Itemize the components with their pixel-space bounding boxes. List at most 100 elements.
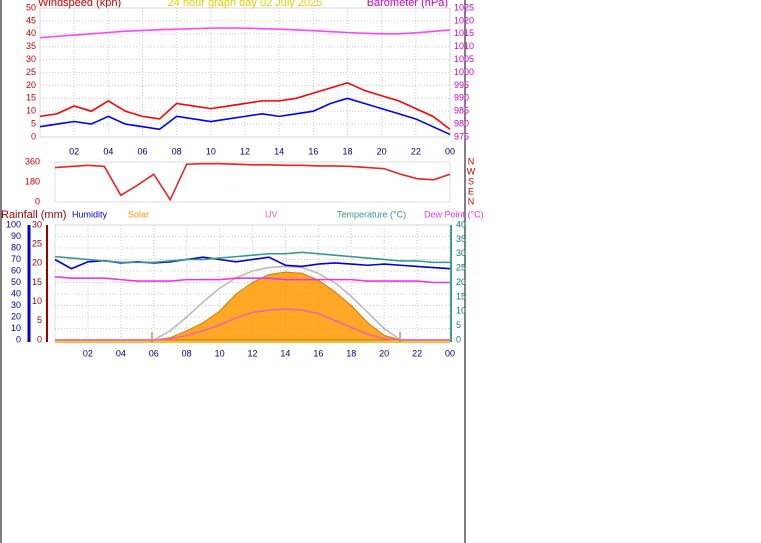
y-tick-label: 360 [25,156,40,166]
x-tick-label: 04 [116,348,126,358]
rain-base [55,339,450,343]
y-tick-label: 5 [31,118,36,128]
y2-tick-label: 0 [456,334,461,344]
series-line [39,27,451,39]
series-line [54,162,451,202]
y-tick-label: 45 [26,15,36,25]
x-tick-label: 06 [137,146,147,156]
legend-entry: Humidity [72,209,108,219]
x-tick-label: 02 [83,348,93,358]
y-tick-label: 70 [11,254,21,264]
y2-tick-label: 35 [456,234,466,244]
y2-tick-label: 1025 [454,2,474,12]
y-tick-label: 100 [6,219,21,229]
x-tick-label: 22 [412,348,422,358]
y3-tick-label: 0 [37,334,42,344]
y2-tick-label: S [468,176,474,186]
y3-tick-label: 10 [32,296,42,306]
y3-tick-label: 20 [32,258,42,268]
y2-tick-label: W [467,166,476,176]
y-tick-label: 0 [16,334,21,344]
x-tick-label: 10 [215,348,225,358]
rain-label: Rainfall (mm) [1,209,66,221]
y-tick-label: 0 [35,196,40,206]
series-line [39,97,451,136]
y2-tick-label: 20 [456,277,466,287]
y-label: Windspeed (kph) [38,0,121,9]
x-tick-label: 00 [445,146,455,156]
y2-tick-label: 1000 [454,67,474,77]
y2-tick-label: 995 [454,80,469,90]
y2-tick-label: 1010 [454,41,474,51]
y-tick-label: 15 [26,93,36,103]
legend-entry: Dew Point (°C) [424,209,484,219]
x-tick-label: 18 [342,146,352,156]
y2-tick-label: 990 [454,93,469,103]
x-tick-label: 16 [313,348,323,358]
y2-tick-label: 975 [454,131,469,141]
y2-tick-label: 5 [456,320,461,330]
y-tick-label: 35 [26,41,36,51]
x-tick-label: 12 [240,146,250,156]
series-line [54,275,450,284]
x-tick-label: 14 [280,348,290,358]
x-tick-label: 22 [411,146,421,156]
y-tick-label: 10 [11,323,21,333]
y2-tick-label: N [468,196,475,206]
y2-tick-label: 1005 [454,54,474,64]
legend-entry: Temperature (°C) [337,209,406,219]
x-tick-label: 16 [308,146,318,156]
y2-tick-label: 40 [456,219,466,229]
y3-tick-label: 30 [32,219,42,229]
y-tick-label: 30 [26,54,36,64]
series-line [39,81,451,130]
x-tick-label: 14 [274,146,284,156]
y-tick-label: 80 [11,242,21,252]
x-tick-label: 20 [379,348,389,358]
y3-tick-label: 5 [37,315,42,325]
legend-entry: UV [265,209,278,219]
x-tick-label: 12 [247,348,257,358]
y3-tick-label: 25 [32,239,42,249]
y2-tick-label: 10 [456,306,466,316]
y2-tick-label: N [468,156,475,166]
series-line [54,251,450,264]
y2-tick-label: 1020 [454,15,474,25]
y2-tick-label: 1015 [454,28,474,38]
x-tick-label: 06 [149,348,159,358]
x-tick-label: 00 [445,348,455,358]
x-tick-label: 20 [377,146,387,156]
y-tick-label: 40 [26,28,36,38]
y-tick-label: 30 [11,300,21,310]
x-tick-label: 08 [172,146,182,156]
y-tick-label: 50 [26,2,36,12]
y2-tick-label: 985 [454,106,469,116]
solar-area [55,271,450,341]
y-tick-label: 25 [26,67,36,77]
y-tick-label: 10 [26,106,36,116]
y2-tick-label: 30 [456,248,466,258]
y2-tick-label: E [468,186,474,196]
y2-label: Barometer (hPa) [367,0,448,9]
series-line [55,308,450,341]
legend-entry: Solar [128,209,149,219]
series-line [54,256,451,270]
y-tick-label: 40 [11,288,21,298]
y-tick-label: 0 [31,131,36,141]
y-tick-label: 50 [11,277,21,287]
plot-frame [54,161,451,203]
y-tick-label: 20 [26,80,36,90]
y2-tick-label: 15 [456,291,466,301]
y-tick-label: 20 [11,311,21,321]
y2-tick-label: 980 [454,118,469,128]
x-tick-label: 04 [103,146,113,156]
y-tick-label: 60 [11,265,21,275]
title: 24 hour graph day 02 July 2025 [168,0,323,9]
x-tick-label: 18 [346,348,356,358]
y-tick-label: 90 [11,231,21,241]
y2-tick-label: 25 [456,263,466,273]
y3-tick-label: 15 [32,277,42,287]
x-tick-label: 02 [69,146,79,156]
x-tick-label: 08 [182,348,192,358]
